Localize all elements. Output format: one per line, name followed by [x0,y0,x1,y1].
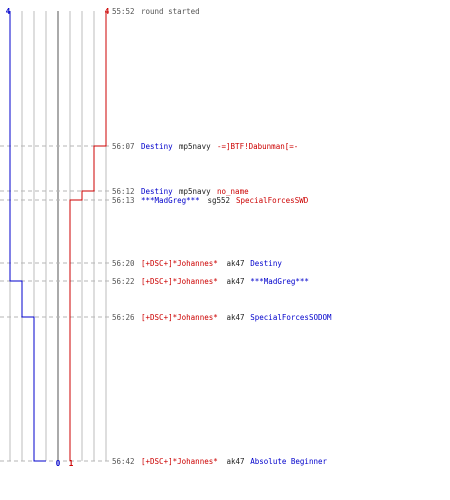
event-victim: ***MadGreg*** [250,277,309,286]
event-killer: [+DSC+]*Johannes* [141,259,218,268]
event-time: 56:13 [112,196,135,205]
event-weapon: mp5navy [179,187,211,196]
event-time: 56:20 [112,259,135,268]
red-team-alive-line [69,11,107,461]
event-victim: no_name [217,187,249,196]
event-killer: Destiny [141,187,173,196]
blue-team-alive-line [9,11,46,462]
red-start-count: 4 [105,7,110,16]
event-weapon: sg552 [208,196,231,205]
event-weapon: mp5navy [179,142,211,151]
event-weapon: ak47 [227,457,245,466]
event-time: 56:42 [112,457,135,466]
event-weapon: ak47 [227,313,245,322]
event-victim: Destiny [250,259,282,268]
event-victim: -=]BTF!Dabunman[=- [217,142,298,151]
red-end-count: 1 [69,459,74,468]
player-count-grid [9,11,107,461]
event-victim: Absolute Beginner [250,457,327,466]
blue-start-count: 4 [6,7,11,16]
event-text: round started [141,7,200,16]
event-weapon: ak47 [227,259,245,268]
event-weapon: ak47 [227,277,245,286]
event-killer: [+DSC+]*Johannes* [141,313,218,322]
event-time: 55:52 [112,7,135,16]
event-time: 56:22 [112,277,135,286]
event-log: 55:52 round started 56:07 Destiny mp5navy -=]… [112,7,332,466]
event-victim: SpecialForcesSODOM [250,313,332,322]
blue-end-count: 0 [56,459,61,468]
event-victim: SpecialForcesSWD [236,196,309,205]
event-killer: [+DSC+]*Johannes* [141,457,218,466]
event-time: 56:07 [112,142,135,151]
event-killer: [+DSC+]*Johannes* [141,277,218,286]
event-killer: Destiny [141,142,173,151]
event-killer: ***MadGreg*** [141,196,200,205]
event-time: 56:12 [112,187,135,196]
event-time: 56:26 [112,313,135,322]
